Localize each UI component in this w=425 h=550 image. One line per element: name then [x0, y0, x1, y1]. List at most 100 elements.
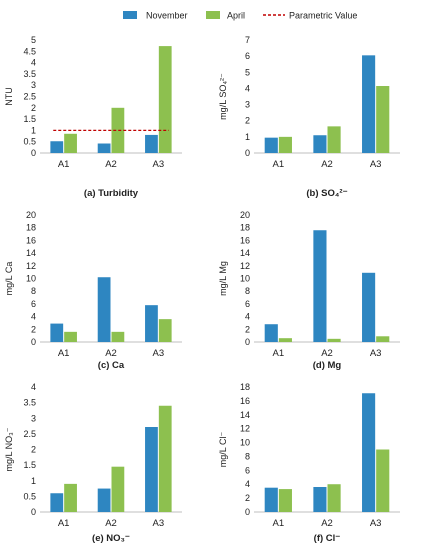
y-tick-label: 0 [31, 507, 36, 517]
chart-panel-5: 0 2 4 6 8 10 12 14 16 18 A1 A2 A3 mg/L Cl⁻ (f) Cl⁻ [218, 382, 400, 544]
bar-april-a2 [111, 107, 125, 153]
chart-caption: (a) Turbidity [84, 188, 139, 199]
y-tick-label: 0 [245, 337, 250, 347]
bar-november-a1 [50, 323, 64, 342]
chart-panel-2: 0 2 4 6 8 10 12 14 16 18 20 A1 A2 A3 mg/L Ca (c) Ca [4, 210, 182, 371]
y-tick-label: 5 [31, 35, 36, 45]
x-tick-label: A1 [58, 348, 70, 359]
y-tick-label: 4 [31, 58, 36, 68]
bar-april-a1 [64, 133, 77, 153]
y-tick-label: 1 [31, 125, 36, 135]
bar-april-a3 [158, 405, 172, 512]
y-axis-label: mg/L SO₄²⁻ [218, 73, 228, 120]
y-tick-label: 12 [26, 261, 36, 271]
y-tick-label: 10 [26, 274, 36, 284]
bar-november-a2 [97, 143, 111, 153]
y-tick-label: 16 [26, 235, 36, 245]
legend: November April Parametric Value [123, 11, 357, 21]
x-tick-label: A2 [321, 159, 333, 170]
y-tick-label: 8 [245, 451, 250, 461]
chart-caption: (d) Mg [313, 360, 342, 371]
y-axis-label: NTU [4, 87, 14, 106]
y-tick-label: 14 [26, 248, 36, 258]
legend-label-0: November [146, 11, 188, 21]
bar-april-a1 [278, 338, 292, 342]
x-tick-label: A3 [370, 159, 382, 170]
x-tick-label: A1 [58, 518, 70, 529]
y-tick-label: 2 [31, 324, 36, 334]
x-tick-label: A3 [370, 518, 382, 529]
y-tick-label: 2.5 [23, 429, 36, 439]
legend-swatch-1 [206, 11, 220, 19]
bar-november-a1 [50, 141, 64, 153]
chart-caption: (b) SO₄²⁻ [306, 188, 347, 199]
x-tick-label: A2 [105, 518, 117, 529]
bar-april-a2 [111, 466, 125, 512]
x-tick-label: A3 [153, 518, 165, 529]
y-tick-label: 1.5 [23, 460, 36, 470]
bar-april-a3 [158, 319, 172, 342]
chart-panel-1: 0 1 2 3 4 5 6 7 A1 A2 A3 mg/L SO₄²⁻ (b) SO₄²⁻ [218, 35, 400, 199]
y-tick-label: 0 [245, 148, 250, 158]
y-tick-label: 0 [31, 148, 36, 158]
bar-november-a2 [313, 135, 327, 153]
y-tick-label: 0 [245, 507, 250, 517]
y-axis-label: mg/L Mg [218, 261, 228, 296]
y-tick-label: 10 [240, 274, 250, 284]
y-tick-label: 2 [245, 324, 250, 334]
y-tick-label: 16 [240, 396, 250, 406]
bar-november-a2 [313, 487, 327, 512]
chart-panel-0: 00.5 11.522.5 33.54 4.55 A1 A2 A3 NTU (a) Turbid… [4, 35, 182, 199]
bar-april-a1 [64, 331, 77, 342]
y-axis-label: mg/L NO₃⁻ [4, 427, 14, 471]
y-tick-label: 2 [31, 103, 36, 113]
bar-november-a3 [362, 55, 376, 154]
y-tick-label: 3 [31, 80, 36, 90]
bar-november-a1 [264, 324, 278, 342]
bar-november-a3 [145, 427, 158, 512]
bar-april-a1 [64, 483, 77, 512]
bar-november-a3 [145, 305, 158, 342]
y-tick-label: 1 [245, 132, 250, 142]
bar-november-a1 [264, 487, 278, 512]
y-tick-label: 2 [31, 445, 36, 455]
bar-november-a2 [313, 230, 327, 342]
y-tick-label: 0 [31, 337, 36, 347]
y-tick-label: 2.5 [23, 92, 36, 102]
y-axis-label: mg/L Cl⁻ [218, 432, 228, 468]
chart-panel-3: 0 2 4 6 8 10 12 14 16 18 20 A1 A2 A3 mg/L Mg (d) Mg [218, 210, 400, 371]
y-tick-label: 14 [240, 410, 250, 420]
y-tick-label: 0.5 [23, 491, 36, 501]
x-tick-label: A3 [153, 348, 165, 359]
x-tick-label: A1 [58, 159, 70, 170]
y-tick-label: 3.5 [23, 398, 36, 408]
bar-april-a3 [376, 449, 390, 512]
bar-april-a3 [158, 46, 172, 153]
x-tick-label: A2 [105, 159, 117, 170]
y-tick-label: 3 [31, 413, 36, 423]
chart-caption: (e) NO₃⁻ [92, 533, 130, 544]
x-tick-label: A2 [105, 348, 117, 359]
chart-panel-4: 0 0.5 1 1.5 2 2.5 3 3.5 4 A1 A2 A3 mg/L NO₃⁻ (e) NO₃⁻ [4, 382, 182, 544]
legend-swatch-0 [123, 11, 137, 19]
bar-april-a3 [376, 336, 390, 342]
bar-november-a2 [97, 488, 111, 512]
bar-april-a2 [327, 126, 341, 153]
y-tick-label: 14 [240, 248, 250, 258]
bar-november-a3 [145, 134, 158, 153]
bar-april-a2 [327, 484, 341, 512]
y-tick-label: 6 [245, 465, 250, 475]
y-tick-label: 20 [26, 210, 36, 220]
x-tick-label: A2 [321, 348, 333, 359]
y-tick-label: 1 [31, 476, 36, 486]
y-tick-label: 12 [240, 261, 250, 271]
y-tick-label: 18 [26, 223, 36, 233]
y-tick-label: 4 [31, 382, 36, 392]
y-tick-label: 18 [240, 223, 250, 233]
y-tick-label: 3 [245, 100, 250, 110]
legend-label-1: April [227, 11, 245, 21]
y-tick-label: 4 [245, 83, 250, 93]
x-tick-label: A2 [321, 518, 333, 529]
x-tick-label: A1 [273, 518, 285, 529]
bar-april-a1 [278, 489, 292, 512]
